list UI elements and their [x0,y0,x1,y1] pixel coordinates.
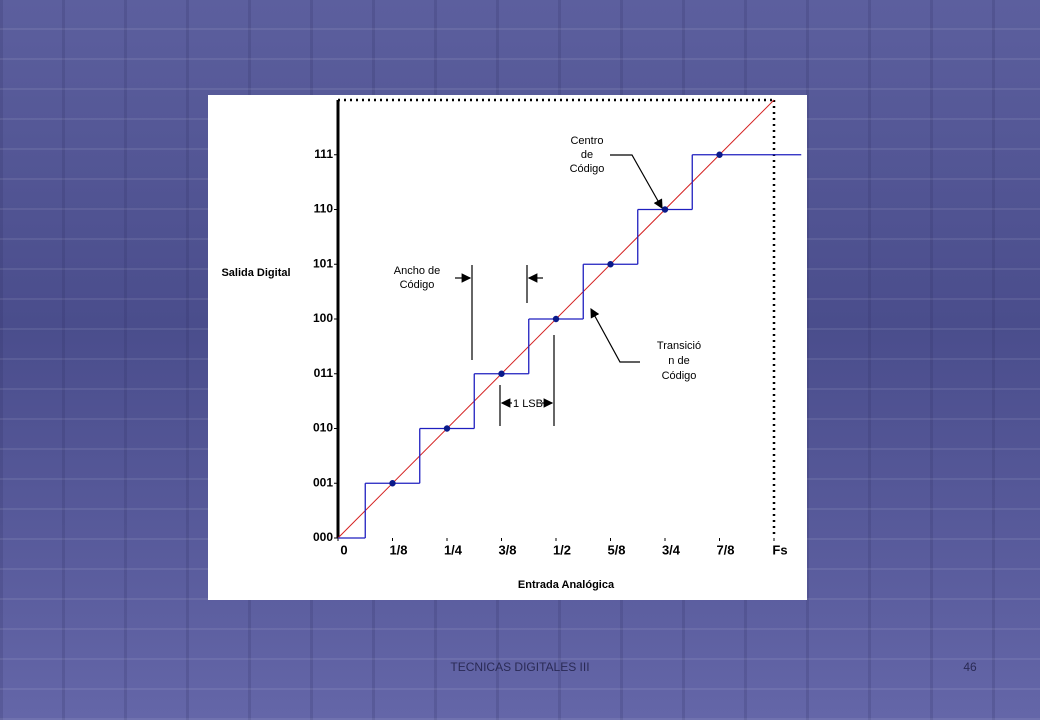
x-tick-label: Fs [772,542,787,557]
footer: TECNICAS DIGITALES III [450,660,589,674]
annotation: Ancho de [394,265,440,277]
y-tick-label: 111 [314,147,333,161]
annotation: de [581,149,593,161]
x-tick-label: 3/4 [662,542,681,557]
annotation: Código [570,163,605,175]
annotation-lines [455,154,663,426]
x-tick-label: 1/4 [444,542,463,557]
code-center [443,425,451,432]
y-tick-label: 011 [314,366,334,380]
code-center [607,261,614,268]
code-center [389,480,396,487]
y-tick-label: 001 [313,475,333,489]
annotation: n de [668,355,689,367]
x-tick-label: 1/2 [553,542,571,557]
chart-panel [208,95,807,600]
y-tick-label: 110 [314,202,334,216]
x-axis-label: Entrada Analógica [518,579,615,591]
annotation: Centro [570,135,603,147]
annotation: Código [400,279,435,291]
code-center [498,370,505,377]
x-tick-label: 3/8 [498,542,516,557]
annotation: Transició [657,340,701,352]
y-tick-label: 101 [313,256,333,270]
annotation: Código [662,370,697,382]
x-tick-label: 1/8 [389,542,407,557]
x-tick-label: 7/8 [716,542,734,557]
y-tick-label: 000 [313,530,333,544]
x-tick-label: 0 [340,542,347,557]
y-axis-label: Salida Digital [221,267,290,279]
page-number: 46 [963,660,977,674]
y-tick-label: 100 [313,311,333,325]
code-center [552,315,560,323]
annotation: 1 LSB [513,398,543,410]
x-tick-label: 5/8 [607,542,625,557]
code-center [661,206,669,213]
code-center [716,151,723,158]
y-tick-label: 010 [313,421,333,435]
